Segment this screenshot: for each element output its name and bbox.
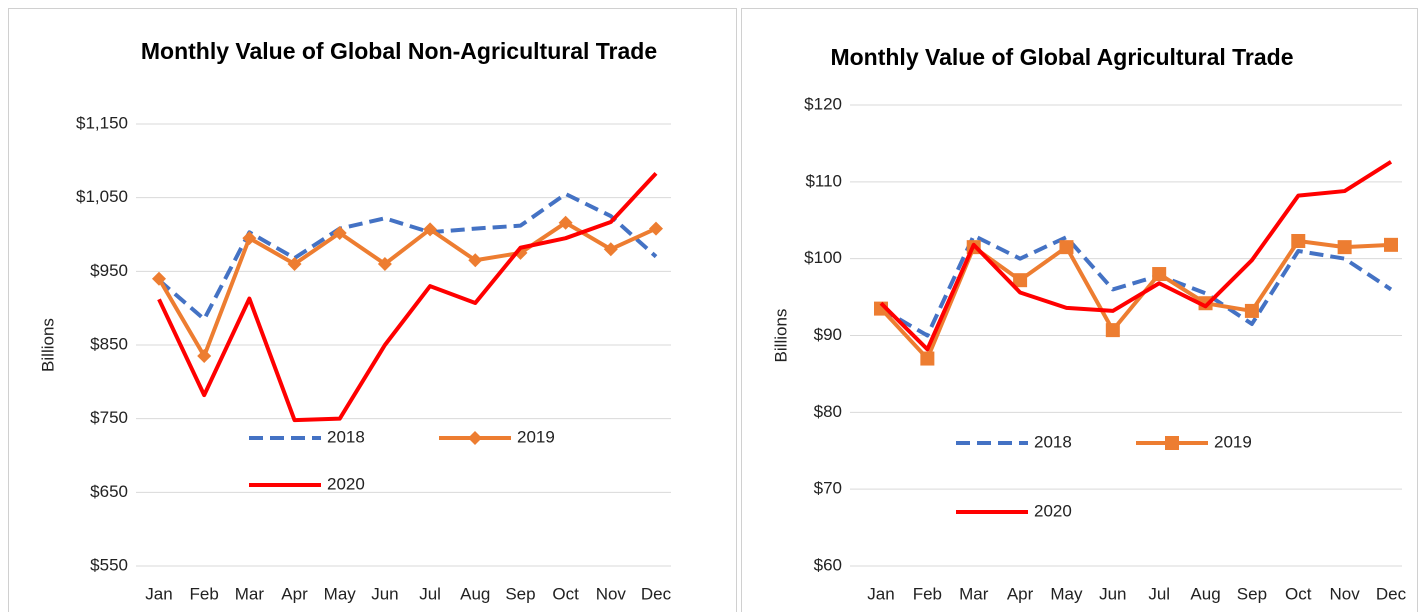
y-tick-label: $80 xyxy=(814,402,842,421)
chart: $60 $70 $80 $90 $100 $110 $120 Billions Jan Feb Ma… xyxy=(771,94,1407,603)
x-tick-label: Feb xyxy=(913,584,942,603)
y-tick-label: $850 xyxy=(90,334,128,353)
y-tick-label: $70 xyxy=(814,479,842,498)
x-tick-label: Jan xyxy=(867,584,894,603)
marker xyxy=(1244,303,1259,318)
marker xyxy=(649,221,663,236)
marker xyxy=(1059,240,1074,255)
marker xyxy=(603,242,618,257)
legend-label: 2019 xyxy=(517,427,555,446)
marker xyxy=(1165,436,1179,450)
series-line xyxy=(157,171,658,423)
y-tick-label: $650 xyxy=(90,482,128,501)
x-tick-label: Mar xyxy=(235,584,265,603)
legend-label: 2019 xyxy=(1214,432,1252,451)
x-tick-label: Sep xyxy=(505,584,535,603)
x-tick-label: Jan xyxy=(145,584,172,603)
marker xyxy=(242,231,257,246)
x-tick-label: Sep xyxy=(1237,584,1267,603)
marker xyxy=(1291,233,1306,248)
y-tick-label: $750 xyxy=(90,408,128,427)
chart-panel: $550 $650 $750 $850 $950 $1,050 $1,150 Billions… xyxy=(8,8,737,612)
y-axis-label: Billions xyxy=(771,309,790,363)
chart-title: Monthly Value of Global Non-Agricultural… xyxy=(140,38,658,64)
y-axis-label: Billions xyxy=(38,318,57,372)
marker xyxy=(1384,237,1398,252)
x-tick-label: Apr xyxy=(281,584,308,603)
legend-label: 2020 xyxy=(327,474,365,493)
y-tick-label: $1,050 xyxy=(76,187,128,206)
y-tick-label: $90 xyxy=(814,325,842,344)
y-tick-label: $120 xyxy=(804,94,842,113)
x-tick-label: Jul xyxy=(1148,584,1170,603)
marker xyxy=(423,222,438,237)
x-tick-label: Nov xyxy=(1330,584,1361,603)
x-tick-label: May xyxy=(324,584,357,603)
legend-label: 2020 xyxy=(1034,501,1072,520)
series-line xyxy=(157,220,657,359)
marker xyxy=(332,226,347,241)
x-tick-label: Dec xyxy=(641,584,672,603)
marker xyxy=(197,349,212,364)
x-tick-label: Jun xyxy=(371,584,398,603)
x-tick-label: Feb xyxy=(190,584,219,603)
marker xyxy=(1013,273,1028,288)
marker xyxy=(468,431,482,445)
chart-panel: $60 $70 $80 $90 $100 $110 $120 Billions Jan Feb Ma… xyxy=(741,8,1418,612)
x-tick-label: Aug xyxy=(460,584,490,603)
x-tick-label: Jun xyxy=(1099,584,1126,603)
y-tick-label: $550 xyxy=(90,555,128,574)
marker xyxy=(1337,240,1352,255)
chart: $550 $650 $750 $850 $950 $1,050 $1,150 Billions… xyxy=(38,113,672,603)
series-line xyxy=(879,233,1393,338)
x-tick-label: Oct xyxy=(1285,584,1312,603)
series-line xyxy=(157,191,658,322)
y-tick-label: $60 xyxy=(814,555,842,574)
marker xyxy=(1152,267,1167,282)
x-tick-label: Jul xyxy=(419,584,441,603)
marker xyxy=(152,271,166,286)
marker xyxy=(377,256,392,271)
marker xyxy=(287,256,302,271)
marker xyxy=(1105,323,1120,338)
x-tick-label: May xyxy=(1050,584,1083,603)
x-tick-label: Apr xyxy=(1007,584,1034,603)
marker xyxy=(558,215,573,230)
series-line xyxy=(879,160,1393,352)
y-tick-label: $110 xyxy=(805,171,842,190)
chart-title: Monthly Value of Global Agricultural Tra… xyxy=(830,44,1294,70)
marker xyxy=(920,351,935,366)
legend-label: 2018 xyxy=(1034,432,1072,451)
x-tick-label: Oct xyxy=(552,584,579,603)
x-tick-label: Nov xyxy=(596,584,627,603)
legend-label: 2018 xyxy=(327,427,365,446)
x-tick-label: Aug xyxy=(1190,584,1220,603)
y-tick-label: $1,150 xyxy=(76,113,128,132)
y-tick-label: $950 xyxy=(90,261,128,280)
y-tick-label: $100 xyxy=(804,248,842,267)
x-tick-label: Mar xyxy=(959,584,989,603)
x-tick-label: Dec xyxy=(1376,584,1407,603)
